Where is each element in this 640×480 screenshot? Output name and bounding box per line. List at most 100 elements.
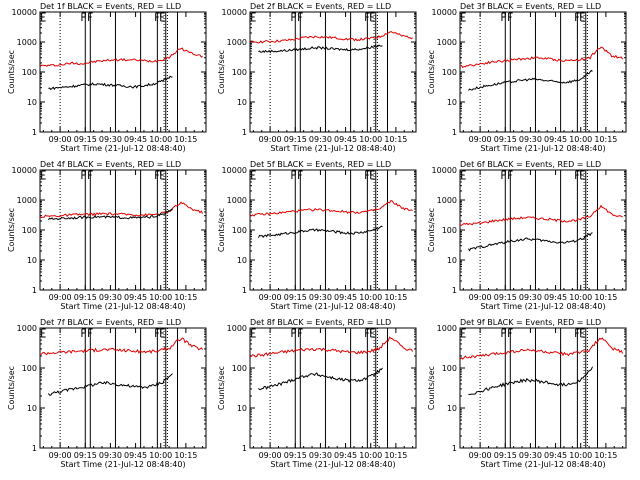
x-tick-label: 10:00 bbox=[569, 135, 592, 144]
x-tick-label: 10:15 bbox=[174, 293, 197, 302]
lld-rate-series bbox=[39, 47, 203, 68]
panel-det-7: Det 7f BLACK = Events, RED = LLD 1 10 100 10… bbox=[7, 318, 207, 469]
x-tick-label: 09:15 bbox=[284, 451, 307, 460]
x-tick-label: 10:15 bbox=[174, 451, 197, 460]
event-rate-series bbox=[468, 69, 593, 91]
y-tick-label: 100 bbox=[442, 226, 457, 235]
x-tick-label: 10:15 bbox=[384, 135, 407, 144]
y-axis-label: Counts/sec bbox=[427, 366, 436, 410]
panel-title: Det 3f BLACK = Events, RED = LLD bbox=[460, 2, 601, 11]
panel-title: Det 2f BLACK = Events, RED = LLD bbox=[250, 2, 391, 11]
plot-frame bbox=[459, 169, 627, 291]
y-tick-label: 10 bbox=[27, 256, 37, 265]
x-tick-label: 09:45 bbox=[334, 451, 357, 460]
x-tick-label: 09:30 bbox=[519, 135, 542, 144]
lld-rate-series bbox=[459, 337, 624, 360]
x-tick-label: 09:00 bbox=[259, 293, 282, 302]
y-axis-label: Counts/sec bbox=[7, 50, 16, 94]
x-tick-label: 10:15 bbox=[594, 293, 617, 302]
panel-det-9: Det 9f BLACK = Events, RED = LLD 1 10 100 10… bbox=[427, 318, 627, 469]
y-tick-label: 1 bbox=[32, 286, 37, 295]
y-tick-label: 1 bbox=[32, 128, 37, 137]
lld-rate-series bbox=[249, 31, 413, 44]
y-tick-label: 10000 bbox=[222, 8, 247, 17]
y-tick-label: 1000 bbox=[437, 196, 457, 205]
plot-frame bbox=[459, 327, 627, 449]
y-tick-label: 1000 bbox=[17, 38, 37, 47]
y-tick-label: 1000 bbox=[437, 38, 457, 47]
plot-frame bbox=[39, 327, 207, 449]
x-tick-label: 09:30 bbox=[309, 451, 332, 460]
y-tick-label: 1 bbox=[452, 286, 457, 295]
panel-det-5: Det 5f BLACK = Events, RED = LLD 1 10 100 10… bbox=[217, 160, 417, 311]
x-tick-label: 09:15 bbox=[74, 451, 97, 460]
x-tick-label: 09:45 bbox=[544, 451, 567, 460]
lld-rate-series bbox=[39, 201, 204, 219]
y-tick-label: 1000 bbox=[227, 38, 247, 47]
event-rate-series bbox=[467, 232, 593, 252]
y-tick-label: 10 bbox=[447, 256, 457, 265]
y-tick-label: 1 bbox=[242, 444, 247, 453]
x-tick-label: 09:00 bbox=[469, 135, 492, 144]
x-tick-label: 09:00 bbox=[49, 135, 72, 144]
event-rate-series bbox=[47, 208, 173, 221]
x-axis-label: Start Time (21-Jul-12 08:48:40) bbox=[60, 460, 185, 469]
x-tick-label: 09:00 bbox=[259, 451, 282, 460]
y-tick-label: 100 bbox=[232, 68, 247, 77]
event-rate-series bbox=[258, 44, 383, 54]
x-tick-label: 09:15 bbox=[74, 135, 97, 144]
y-axis-label: Counts/sec bbox=[7, 366, 16, 410]
x-tick-label: 09:00 bbox=[49, 451, 72, 460]
plot-frame bbox=[249, 169, 417, 291]
x-axis-label: Start Time (21-Jul-12 08:48:40) bbox=[270, 460, 395, 469]
x-tick-label: 09:00 bbox=[469, 293, 492, 302]
event-rate-series bbox=[257, 225, 383, 239]
y-tick-label: 10 bbox=[237, 256, 247, 265]
x-tick-label: 10:00 bbox=[359, 293, 382, 302]
x-tick-label: 09:30 bbox=[309, 293, 332, 302]
lld-rate-series bbox=[459, 204, 623, 226]
x-tick-label: 09:30 bbox=[519, 293, 542, 302]
x-tick-label: 09:30 bbox=[99, 293, 122, 302]
x-tick-label: 09:15 bbox=[494, 293, 517, 302]
y-tick-label: 1000 bbox=[437, 324, 457, 333]
y-tick-label: 1 bbox=[452, 444, 457, 453]
y-tick-label: 100 bbox=[22, 226, 37, 235]
y-tick-label: 1000 bbox=[17, 196, 37, 205]
panel-det-8: Det 8f BLACK = Events, RED = LLD 1 10 100 10… bbox=[217, 318, 417, 469]
x-axis-label: Start Time (21-Jul-12 08:48:40) bbox=[60, 302, 185, 311]
y-tick-label: 100 bbox=[442, 364, 457, 373]
x-tick-label: 10:15 bbox=[594, 451, 617, 460]
y-tick-label: 10 bbox=[447, 98, 457, 107]
lld-rate-series bbox=[459, 46, 624, 69]
x-tick-label: 09:15 bbox=[494, 135, 517, 144]
x-tick-label: 10:00 bbox=[569, 293, 592, 302]
x-tick-label: 09:15 bbox=[494, 451, 517, 460]
y-tick-label: 10000 bbox=[12, 166, 37, 175]
x-axis-label: Start Time (21-Jul-12 08:48:40) bbox=[480, 460, 605, 469]
y-tick-label: 10000 bbox=[12, 8, 37, 17]
plot-frame bbox=[39, 169, 207, 291]
event-rate-series bbox=[48, 75, 173, 91]
x-tick-label: 10:00 bbox=[149, 293, 172, 302]
y-tick-label: 10 bbox=[27, 404, 37, 413]
lld-rate-series bbox=[249, 336, 414, 358]
lld-rate-series bbox=[249, 199, 413, 217]
x-tick-label: 09:45 bbox=[124, 135, 147, 144]
x-tick-label: 10:15 bbox=[594, 135, 617, 144]
x-tick-label: 10:15 bbox=[384, 451, 407, 460]
plot-frame bbox=[249, 11, 417, 133]
x-tick-label: 09:45 bbox=[334, 135, 357, 144]
panel-title: Det 8f BLACK = Events, RED = LLD bbox=[250, 318, 391, 327]
event-rate-series bbox=[47, 373, 173, 396]
x-tick-label: 09:45 bbox=[544, 293, 567, 302]
x-tick-label: 10:00 bbox=[359, 135, 382, 144]
y-axis-label: Counts/sec bbox=[217, 50, 226, 94]
panel-det-6: Det 6f BLACK = Events, RED = LLD 1 10 100 10… bbox=[427, 160, 627, 311]
panel-det-3: Det 3f BLACK = Events, RED = LLD 1 10 100 10… bbox=[427, 2, 627, 153]
event-rate-series bbox=[468, 366, 593, 396]
x-axis-label: Start Time (21-Jul-12 08:48:40) bbox=[480, 144, 605, 153]
x-tick-label: 10:00 bbox=[569, 451, 592, 460]
panel-title: Det 4f BLACK = Events, RED = LLD bbox=[40, 160, 181, 169]
panel-title: Det 9f BLACK = Events, RED = LLD bbox=[460, 318, 601, 327]
